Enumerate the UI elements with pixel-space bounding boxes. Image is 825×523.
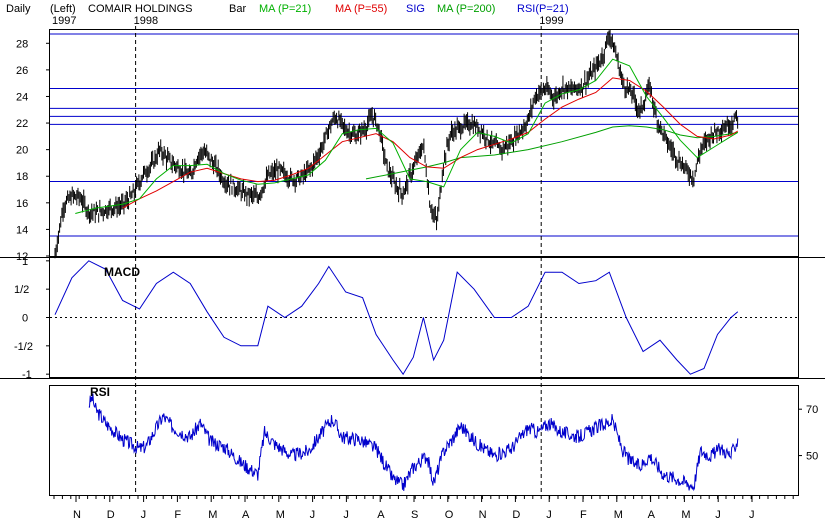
rsi-title: RSI — [90, 385, 110, 399]
rsi-y-tick-label: 70 — [806, 404, 818, 416]
header-chart-kind: Bar — [229, 3, 246, 15]
x-month-label: F — [580, 509, 587, 521]
macd-y-tick-label: -1/2 — [14, 341, 33, 353]
x-month-label: M — [276, 509, 285, 521]
price-y-tick-label: 26 — [16, 65, 28, 77]
x-month-label: M — [208, 509, 217, 521]
rsi-panel-frame — [49, 385, 799, 496]
price-y-tick-label: 20 — [16, 145, 28, 157]
x-month-label: J — [715, 509, 721, 521]
legend-rsi: RSI(P=21) — [517, 3, 569, 15]
x-month-label: J — [343, 509, 349, 521]
price-y-tick-label: 12 — [16, 251, 28, 263]
macd-y-tick-label: 1 — [22, 256, 28, 268]
year-label: 1999 — [539, 15, 563, 27]
header-period: Daily — [6, 3, 31, 15]
x-month-label: M — [614, 509, 623, 521]
price-y-tick-label: 24 — [16, 91, 28, 103]
x-month-label: N — [73, 509, 81, 521]
x-month-label: S — [411, 509, 418, 521]
rsi-y-tick-label: 50 — [806, 451, 818, 463]
x-month-label: A — [648, 509, 656, 521]
price-panel-frame — [49, 29, 799, 257]
price-y-tick-label: 16 — [16, 198, 28, 210]
moving-average-layer — [75, 58, 739, 214]
x-month-label: M — [681, 509, 690, 521]
rsi-line — [88, 393, 739, 492]
grid-layer — [50, 26, 798, 495]
header-title: COMAIR HOLDINGS — [88, 3, 193, 15]
x-month-label: N — [479, 509, 487, 521]
x-month-label: J — [749, 509, 755, 521]
macd-y-tick-label: 0 — [22, 313, 28, 325]
price-y-tick-label: 28 — [16, 38, 28, 50]
price-y-tick-label: 14 — [16, 224, 28, 236]
macd-line — [54, 260, 739, 376]
macd-title: MACD — [104, 265, 140, 279]
x-month-label: J — [141, 509, 147, 521]
macd-y-tick-label: 1/2 — [14, 284, 29, 296]
price-y-tick-label: 22 — [16, 118, 28, 130]
legend-ma21: MA (P=21) — [259, 3, 311, 15]
rsi-layer — [88, 393, 739, 492]
price-bars-layer — [54, 29, 739, 259]
legend-ma55: MA (P=55) — [335, 3, 387, 15]
ma200-line — [365, 125, 738, 180]
x-month-label: D — [512, 509, 520, 521]
x-month-label: D — [107, 509, 115, 521]
x-month-label: J — [546, 509, 552, 521]
macd-y-tick-label: -1 — [22, 369, 32, 381]
year-label: 1998 — [134, 15, 158, 27]
legend-sig: SIG — [406, 3, 425, 15]
macd-layer — [50, 260, 798, 376]
legend-ma200: MA (P=200) — [437, 3, 495, 15]
axis-labels-layer: 1998 1999 12 14 16 18 20 22 24 26 28 1 1/2 0 -1/2 -1 50 7… — [14, 15, 818, 521]
x-month-label: A — [242, 509, 250, 521]
ma21-line — [75, 58, 739, 214]
x-month-label: A — [377, 509, 385, 521]
header-axis-side: (Left) — [50, 3, 76, 15]
x-month-label: O — [445, 509, 454, 521]
header-start-year: 1997 — [52, 15, 76, 27]
x-month-label: F — [174, 509, 181, 521]
price-y-tick-label: 18 — [16, 171, 28, 183]
x-month-label: J — [310, 509, 316, 521]
